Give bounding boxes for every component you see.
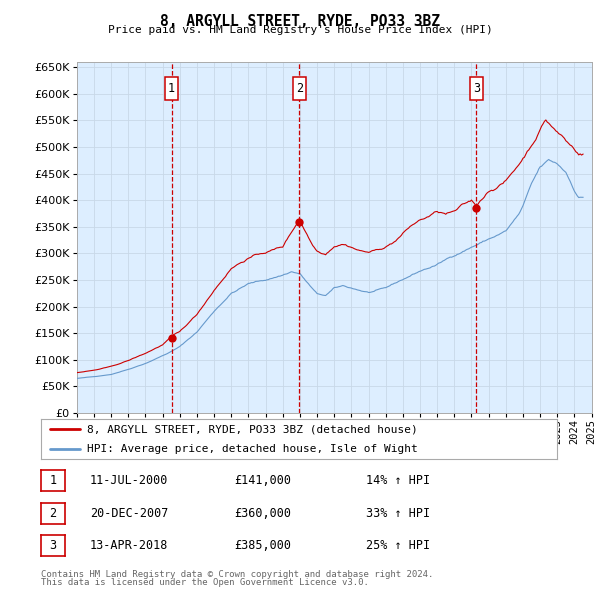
Text: 1: 1 xyxy=(168,82,175,95)
Text: 2: 2 xyxy=(49,507,56,520)
Text: 1: 1 xyxy=(49,474,56,487)
Text: 11-JUL-2000: 11-JUL-2000 xyxy=(90,474,169,487)
Text: £385,000: £385,000 xyxy=(234,539,291,552)
Text: 3: 3 xyxy=(473,82,480,95)
Text: This data is licensed under the Open Government Licence v3.0.: This data is licensed under the Open Gov… xyxy=(41,578,368,587)
Text: Contains HM Land Registry data © Crown copyright and database right 2024.: Contains HM Land Registry data © Crown c… xyxy=(41,570,433,579)
Text: Price paid vs. HM Land Registry's House Price Index (HPI): Price paid vs. HM Land Registry's House … xyxy=(107,25,493,35)
Text: 14% ↑ HPI: 14% ↑ HPI xyxy=(366,474,430,487)
Text: HPI: Average price, detached house, Isle of Wight: HPI: Average price, detached house, Isle… xyxy=(87,444,418,454)
Text: 8, ARGYLL STREET, RYDE, PO33 3BZ (detached house): 8, ARGYLL STREET, RYDE, PO33 3BZ (detach… xyxy=(87,424,418,434)
Text: 2: 2 xyxy=(296,82,303,95)
FancyBboxPatch shape xyxy=(293,77,306,100)
Text: 33% ↑ HPI: 33% ↑ HPI xyxy=(366,507,430,520)
Text: 8, ARGYLL STREET, RYDE, PO33 3BZ: 8, ARGYLL STREET, RYDE, PO33 3BZ xyxy=(160,14,440,28)
Text: 25% ↑ HPI: 25% ↑ HPI xyxy=(366,539,430,552)
FancyBboxPatch shape xyxy=(165,77,178,100)
Text: £141,000: £141,000 xyxy=(234,474,291,487)
Text: 3: 3 xyxy=(49,539,56,552)
FancyBboxPatch shape xyxy=(470,77,483,100)
Text: 20-DEC-2007: 20-DEC-2007 xyxy=(90,507,169,520)
Text: 13-APR-2018: 13-APR-2018 xyxy=(90,539,169,552)
Text: £360,000: £360,000 xyxy=(234,507,291,520)
